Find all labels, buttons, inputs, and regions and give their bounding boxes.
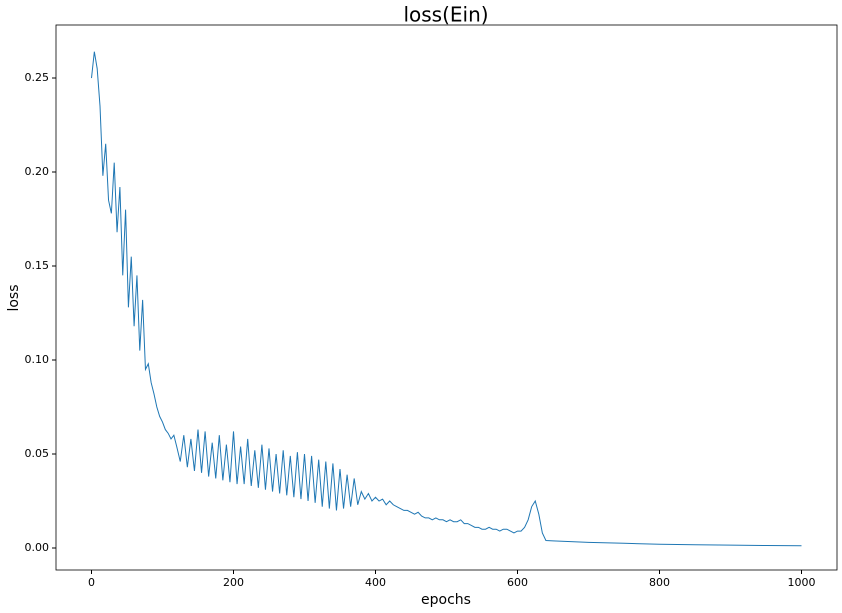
- y-tick-label: 0.00: [25, 541, 50, 554]
- y-axis-label: loss: [6, 284, 22, 311]
- y-tick-label: 0.20: [25, 165, 50, 178]
- x-axis-label: epochs: [421, 592, 471, 608]
- loss-line: [91, 51, 802, 547]
- y-tick-label: 0.05: [25, 447, 50, 460]
- y-tick-label: 0.15: [25, 259, 50, 272]
- x-tick-label: 200: [223, 576, 244, 589]
- x-tick-label: 600: [507, 576, 528, 589]
- plot-frame: [55, 24, 838, 571]
- chart-title: loss(Ein): [403, 3, 488, 27]
- x-tick-label: 800: [649, 576, 670, 589]
- x-tick-label: 1000: [788, 576, 816, 589]
- y-tick-label: 0.25: [25, 71, 50, 84]
- y-tick-label: 0.10: [25, 353, 50, 366]
- x-tick-label: 400: [365, 576, 386, 589]
- x-tick-label: 0: [88, 576, 95, 589]
